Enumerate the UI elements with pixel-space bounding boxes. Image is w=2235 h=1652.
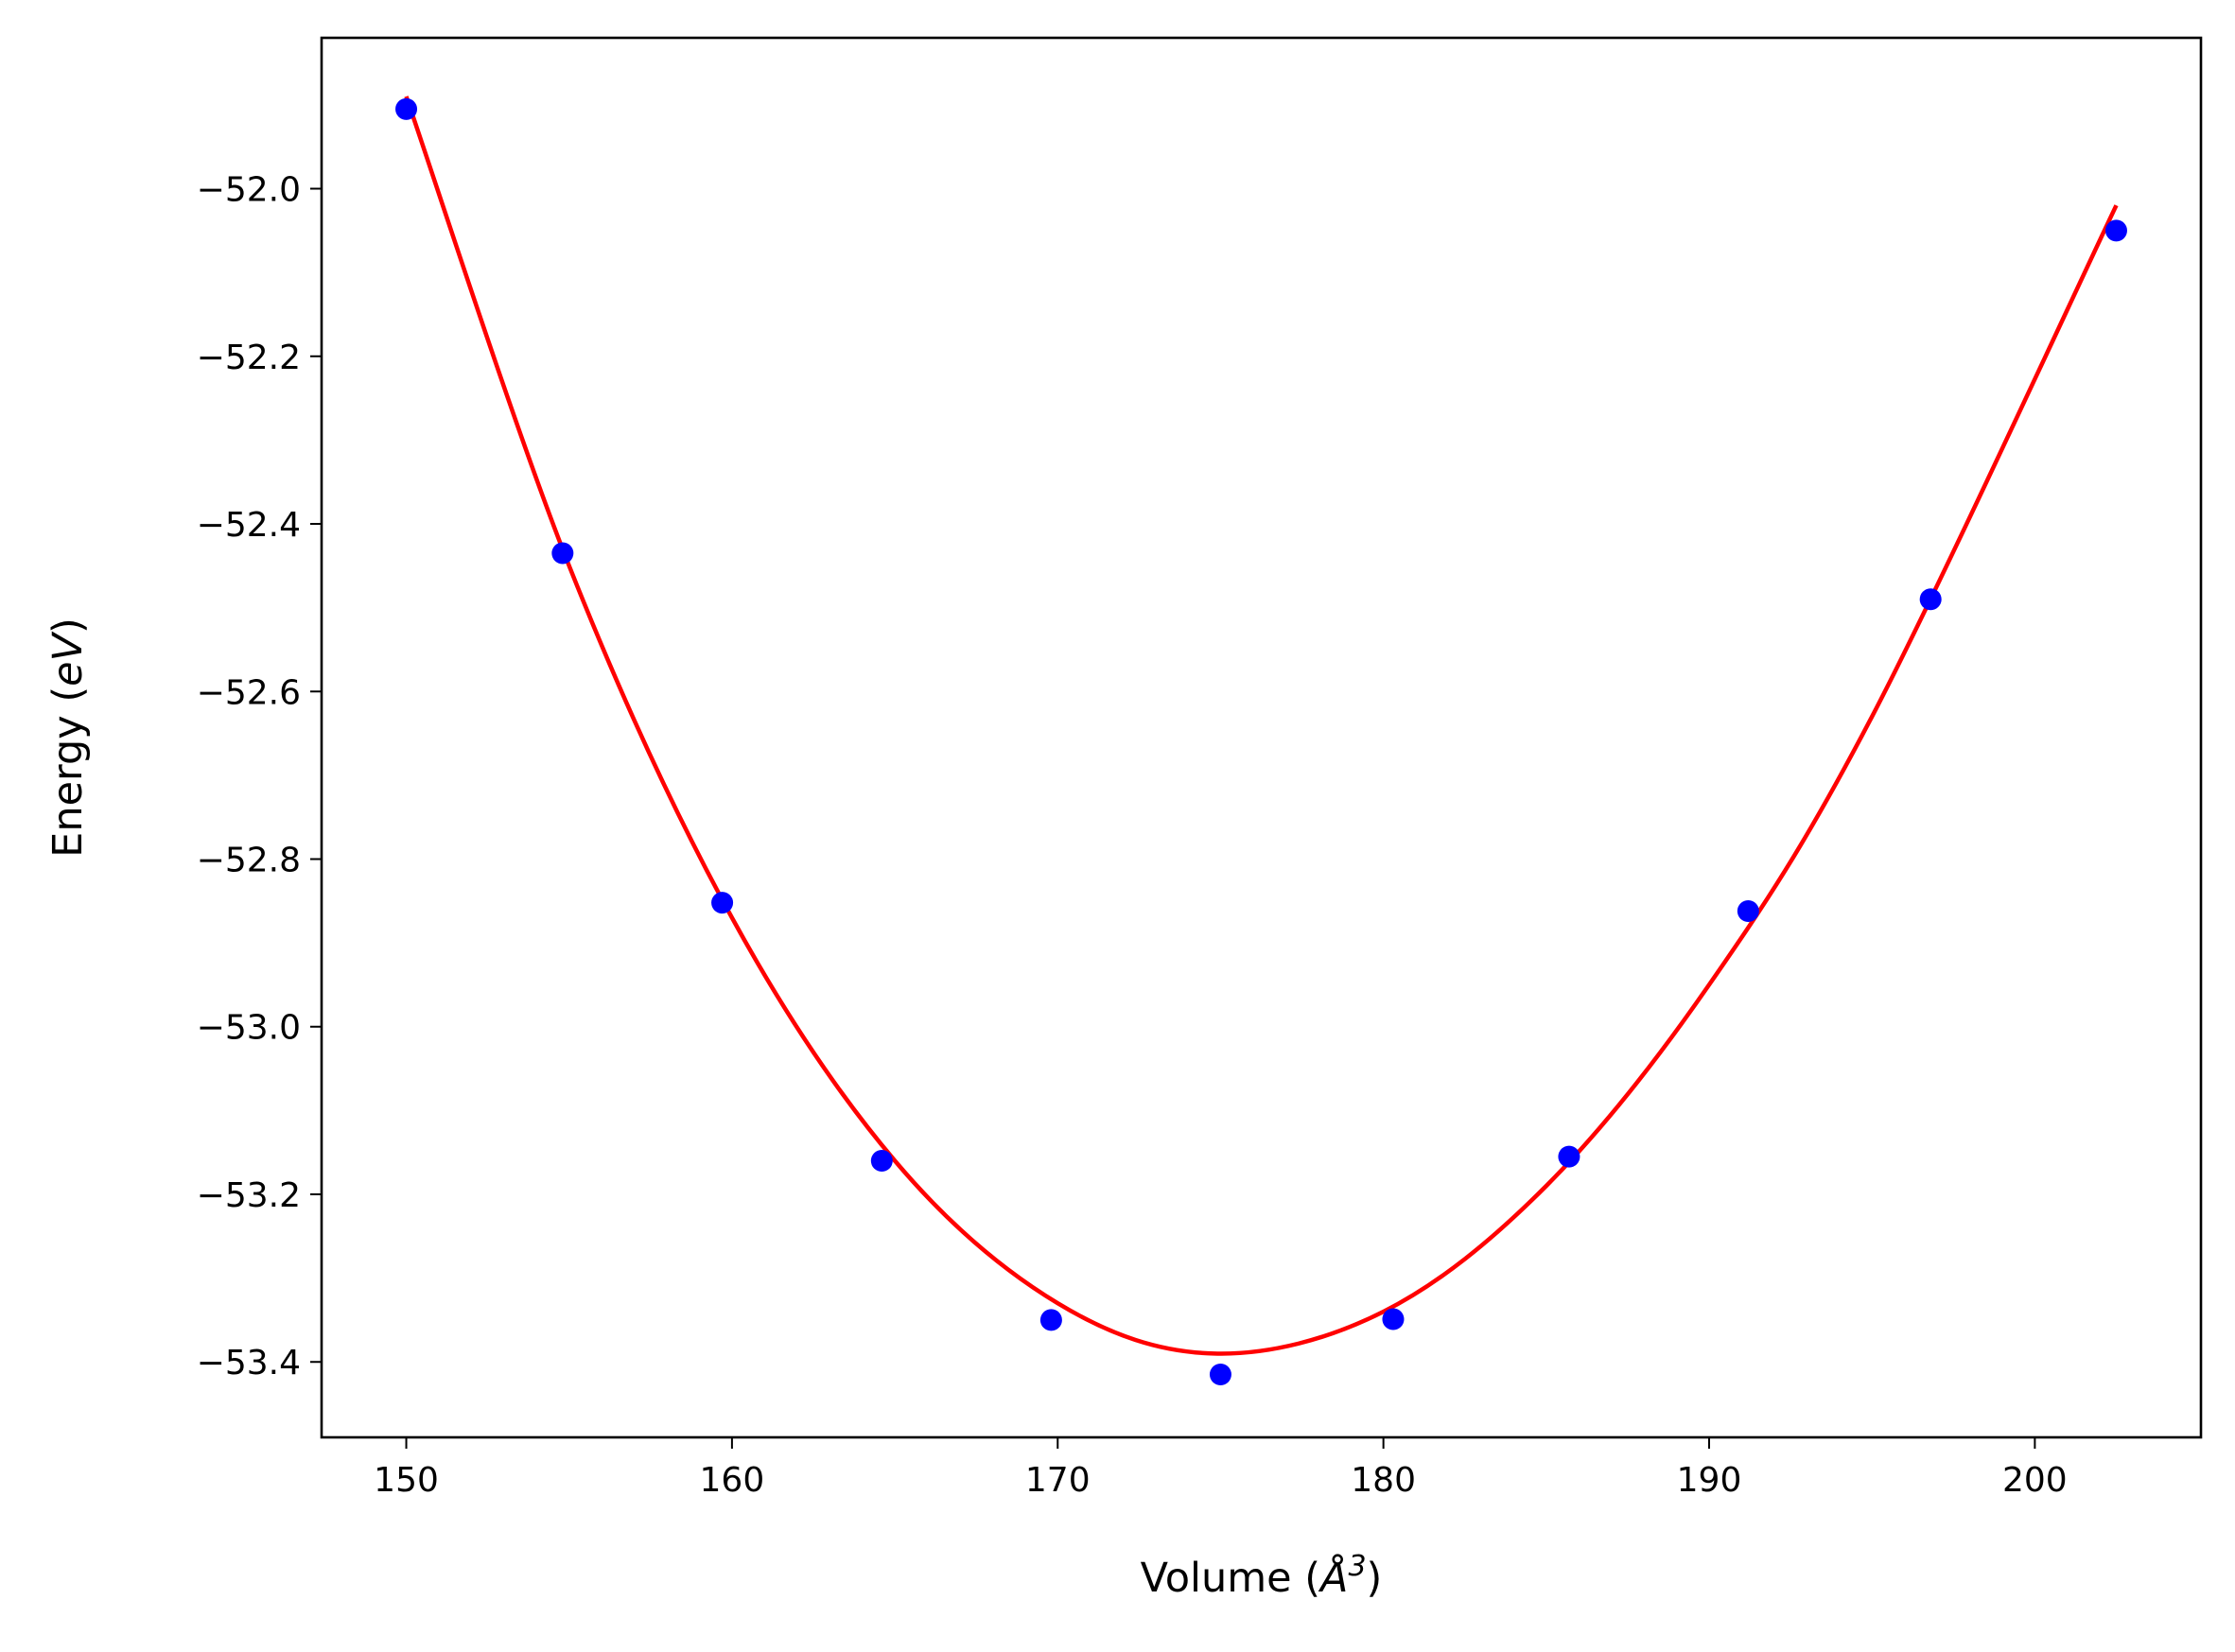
x-axis: 150 160 170 180 190 200	[374, 1437, 2068, 1500]
x-axis-title-suffix: )	[1367, 1555, 1383, 1602]
plot-area	[395, 96, 2127, 1386]
y-tick-label: −53.0	[197, 1009, 301, 1048]
y-tick-label: −52.8	[197, 842, 301, 880]
axes-frame	[320, 36, 2203, 1439]
data-point	[1209, 1364, 1231, 1386]
data-point	[1558, 1145, 1580, 1168]
y-axis-title-unit: eV	[44, 631, 92, 686]
x-axis-title-symbol: Å	[1318, 1554, 1348, 1602]
x-tick-label: 150	[374, 1461, 439, 1500]
x-tick-label: 160	[700, 1461, 765, 1500]
y-tick-label: −52.4	[197, 506, 301, 545]
y-axis-title-suffix: )	[44, 617, 92, 634]
x-axis-title-exponent: 3	[1348, 1550, 1366, 1583]
y-axis-title-prefix: Energy (	[44, 687, 92, 858]
data-point	[870, 1150, 893, 1173]
data-point	[2104, 219, 2127, 242]
y-tick-label: −52.0	[197, 171, 301, 210]
y-axis-title: Energy (eV)	[44, 617, 92, 858]
data-point	[1382, 1308, 1405, 1330]
fit-curve-line	[404, 96, 2119, 1356]
data-point	[711, 892, 734, 914]
y-tick-label: −53.2	[197, 1176, 301, 1215]
y-tick-label: −52.2	[197, 339, 301, 377]
x-tick-label: 190	[1677, 1461, 1742, 1500]
data-point	[1919, 588, 1942, 611]
y-tick-label: −52.6	[197, 673, 301, 712]
x-tick-label: 170	[1025, 1461, 1091, 1500]
y-axis: −52.0 −52.2 −52.4 −52.6 −52.8 −53.0 −53.2 −53.4	[197, 171, 322, 1382]
data-point	[551, 542, 574, 565]
data-point	[1039, 1309, 1062, 1331]
x-axis-title: Volume (Å3)	[1141, 1550, 1383, 1603]
data-point	[395, 97, 418, 120]
x-axis-title-prefix: Volume (	[1141, 1555, 1320, 1602]
x-tick-label: 200	[2002, 1461, 2068, 1500]
data-point	[1737, 899, 1759, 922]
x-tick-label: 180	[1351, 1461, 1416, 1500]
y-tick-label: −53.4	[197, 1344, 301, 1382]
